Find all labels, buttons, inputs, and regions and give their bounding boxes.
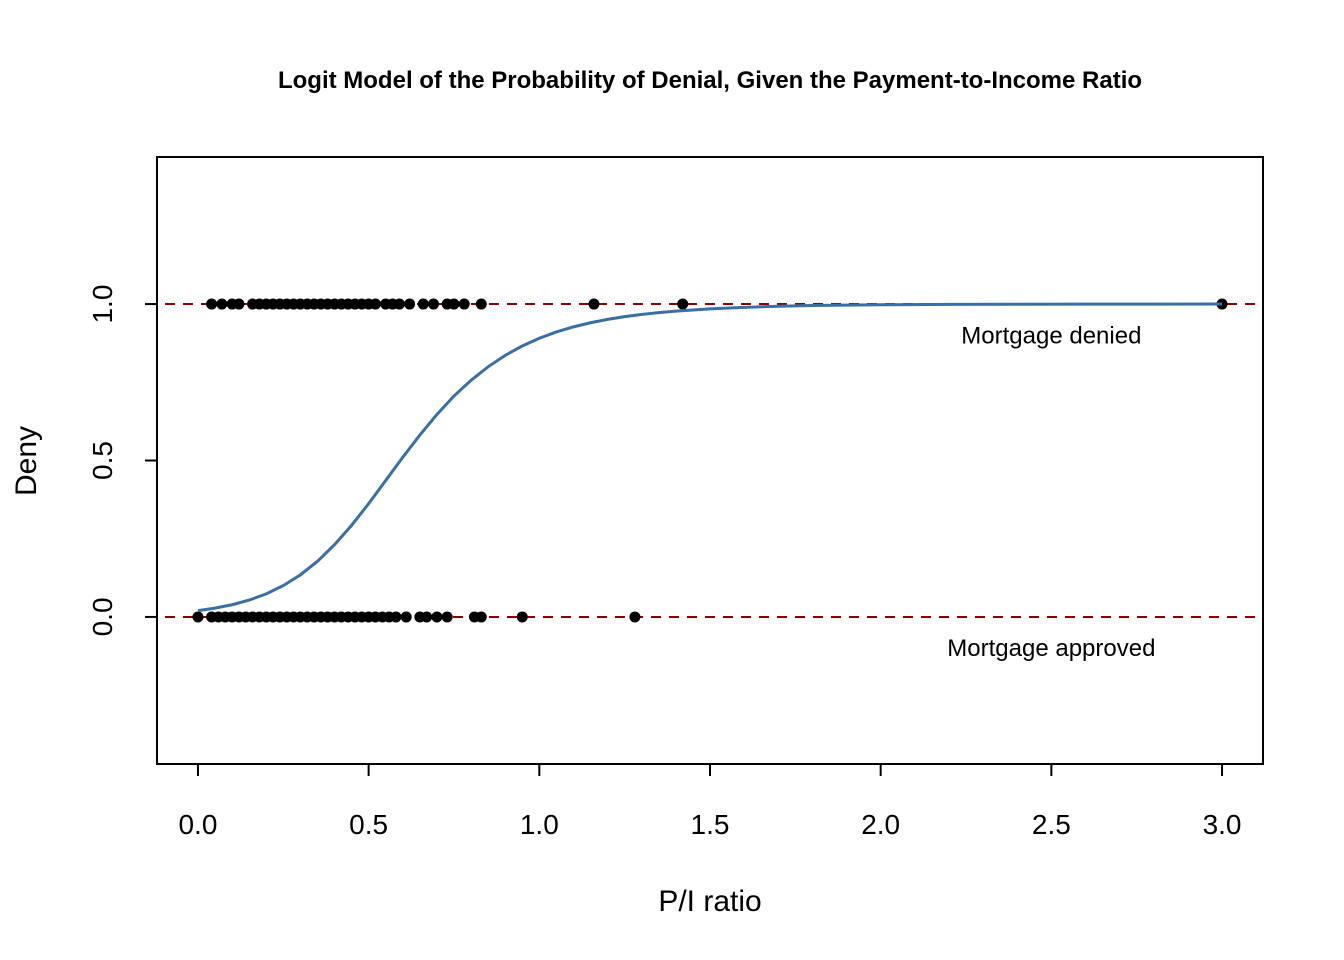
x-axis: 0.0 0.5 1.0 1.5 2.0 2.5 3.0 bbox=[178, 763, 1242, 840]
x-tick-label: 2.0 bbox=[861, 809, 900, 840]
data-point bbox=[588, 298, 600, 310]
annotation-mortgage-approved: Mortgage approved bbox=[947, 635, 1155, 662]
logit-curve bbox=[197, 302, 1223, 613]
y-axis: 0.0 0.5 1.0 bbox=[87, 285, 158, 636]
data-points bbox=[192, 298, 1228, 623]
data-point bbox=[677, 298, 689, 310]
y-tick-label: 1.0 bbox=[87, 285, 118, 324]
data-point bbox=[417, 298, 429, 310]
data-point bbox=[458, 298, 470, 310]
plot-area-border bbox=[156, 156, 1264, 765]
data-point bbox=[400, 611, 412, 623]
y-axis-label: Deny bbox=[10, 426, 43, 496]
x-tick-label: 0.5 bbox=[349, 809, 388, 840]
data-point bbox=[475, 298, 487, 310]
data-point bbox=[404, 298, 416, 310]
x-tick-label: 1.0 bbox=[520, 809, 559, 840]
data-point bbox=[431, 611, 443, 623]
annotation-mortgage-denied: Mortgage denied bbox=[961, 322, 1141, 349]
data-point bbox=[206, 298, 218, 310]
y-tick-label: 0.0 bbox=[87, 597, 118, 636]
y-tick-label: 0.5 bbox=[87, 441, 118, 480]
x-tick-label: 2.5 bbox=[1032, 809, 1071, 840]
x-tick-label: 0.0 bbox=[178, 809, 217, 840]
x-tick-label: 1.5 bbox=[691, 809, 730, 840]
data-point bbox=[441, 611, 453, 623]
data-point bbox=[421, 611, 433, 623]
data-point bbox=[233, 298, 245, 310]
data-point bbox=[475, 611, 487, 623]
x-tick-label: 3.0 bbox=[1203, 809, 1242, 840]
data-point bbox=[629, 611, 641, 623]
data-point bbox=[516, 611, 528, 623]
data-point bbox=[393, 298, 405, 310]
data-point bbox=[448, 298, 460, 310]
data-point bbox=[369, 298, 381, 310]
reference-lines bbox=[165, 303, 1259, 618]
data-point bbox=[192, 611, 204, 623]
chart-title: Logit Model of the Probability of Denial… bbox=[278, 67, 1142, 94]
x-axis-label: P/I ratio bbox=[658, 885, 761, 918]
data-point bbox=[390, 611, 402, 623]
data-point bbox=[428, 298, 439, 310]
data-point bbox=[216, 298, 228, 310]
